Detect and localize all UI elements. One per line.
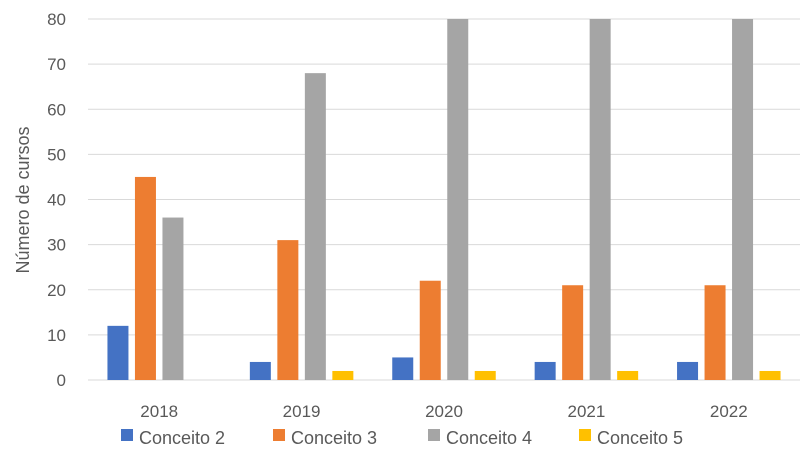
legend-swatch bbox=[121, 429, 133, 441]
legend-swatch bbox=[273, 429, 285, 441]
y-tick-label: 10 bbox=[47, 326, 66, 345]
bar-conceito-2-2022 bbox=[677, 361, 699, 380]
bar-conceito-4-2019 bbox=[304, 73, 326, 381]
legend-label: Conceito 4 bbox=[446, 428, 532, 448]
x-tick-label: 2019 bbox=[283, 402, 321, 421]
bar-conceito-5-2022 bbox=[759, 370, 781, 380]
x-tick-label: 2018 bbox=[140, 402, 178, 421]
y-tick-label: 80 bbox=[47, 10, 66, 29]
bar-conceito-3-2020 bbox=[419, 280, 441, 380]
bar-conceito-2-2021 bbox=[534, 361, 556, 380]
legend-label: Conceito 2 bbox=[139, 428, 225, 448]
y-tick-label: 30 bbox=[47, 236, 66, 255]
bar-conceito-3-2018 bbox=[134, 176, 156, 380]
bar-conceito-3-2022 bbox=[704, 285, 726, 380]
bar-conceito-4-2022 bbox=[732, 19, 754, 380]
y-tick-label: 20 bbox=[47, 281, 66, 300]
bar-conceito-2-2019 bbox=[249, 361, 271, 380]
bar-conceito-5-2021 bbox=[617, 370, 639, 380]
y-tick-label: 60 bbox=[47, 100, 66, 119]
x-tick-label: 2021 bbox=[567, 402, 605, 421]
x-tick-label: 2022 bbox=[710, 402, 748, 421]
bar-conceito-2-2018 bbox=[107, 325, 129, 380]
legend: Conceito 2 Conceito 3 Conceito 4 Conceito 5 bbox=[121, 428, 683, 448]
bar-conceito-3-2021 bbox=[562, 285, 584, 380]
legend-swatch bbox=[428, 429, 440, 441]
bar-conceito-5-2019 bbox=[332, 370, 354, 380]
legend-swatch bbox=[579, 429, 591, 441]
y-tick-label: 0 bbox=[57, 371, 66, 390]
bar-conceito-3-2019 bbox=[277, 240, 299, 380]
x-axis-ticks: 2018 2019 2020 2021 2022 bbox=[140, 402, 747, 421]
legend-label: Conceito 5 bbox=[597, 428, 683, 448]
x-tick-label: 2020 bbox=[425, 402, 463, 421]
y-axis-ticks: 0 10 20 30 40 50 60 70 80 bbox=[47, 10, 66, 390]
y-axis-title: Número de cursos bbox=[13, 126, 33, 273]
bars bbox=[107, 19, 781, 381]
y-tick-label: 50 bbox=[47, 145, 66, 164]
bar-conceito-4-2021 bbox=[589, 19, 611, 380]
bar-conceito-4-2018 bbox=[162, 217, 184, 380]
y-tick-label: 40 bbox=[47, 191, 66, 210]
bar-conceito-4-2020 bbox=[447, 19, 469, 380]
y-tick-label: 70 bbox=[47, 55, 66, 74]
bar-conceito-2-2020 bbox=[392, 357, 414, 380]
bar-conceito-5-2020 bbox=[474, 370, 496, 380]
legend-label: Conceito 3 bbox=[291, 428, 377, 448]
gridlines bbox=[88, 18, 800, 381]
